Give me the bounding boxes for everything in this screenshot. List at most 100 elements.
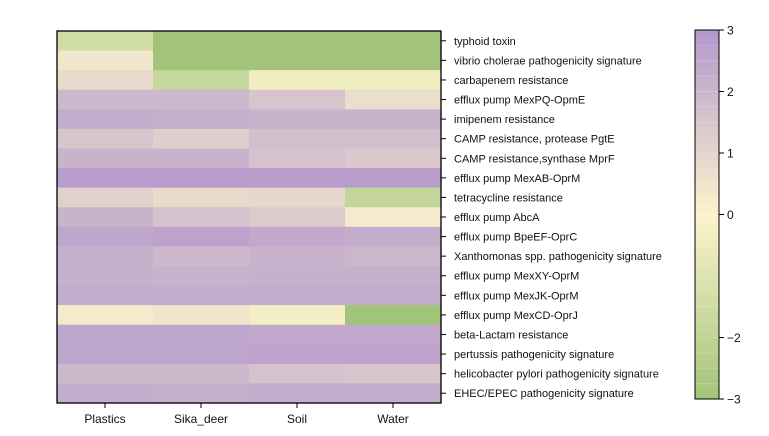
heatmap-cell <box>345 109 442 130</box>
heatmap-cell <box>153 226 250 247</box>
row-label: typhoid toxin <box>454 36 516 48</box>
heatmap-cell <box>345 344 442 365</box>
heatmap-cell <box>249 285 346 306</box>
heatmap-cell <box>249 265 346 287</box>
heatmap-cell <box>249 70 346 91</box>
heatmap-cell <box>57 168 154 189</box>
heatmap-cell <box>57 207 154 228</box>
heatmap-cell <box>345 89 442 110</box>
heatmap-cell <box>345 226 442 247</box>
heatmap-cell <box>345 128 442 150</box>
heatmap-cell <box>153 207 250 228</box>
column-label: Plastics <box>84 412 125 426</box>
heatmap-cell <box>345 285 442 306</box>
heatmap-cell <box>153 109 250 130</box>
heatmap-cell <box>153 363 250 385</box>
heatmap-cell <box>345 265 442 287</box>
row-label: efflux pump MexJK-OprM <box>454 290 579 302</box>
heatmap-cell <box>249 148 346 169</box>
heatmap-cell <box>345 148 442 169</box>
heatmap-cell <box>345 305 442 326</box>
heatmap-cell <box>249 363 346 385</box>
heatmap-cell <box>249 168 346 189</box>
row-label: efflux pump MexPQ-OpmE <box>454 95 585 107</box>
colorbar-tick-label: 0 <box>727 208 734 222</box>
heatmap-cell <box>153 324 250 345</box>
heatmap-cell <box>153 70 250 91</box>
row-label: Xanthomonas spp. pathogenicity signature <box>454 251 662 263</box>
heatmap-cell <box>57 148 154 169</box>
colorbar-tick-label: 1 <box>727 147 734 161</box>
heatmap-cell <box>249 89 346 110</box>
heatmap-cells <box>57 31 442 404</box>
row-label: vibrio cholerae pathogenicity signature <box>454 55 642 67</box>
heatmap-cell <box>153 305 250 326</box>
heatmap-cell <box>153 168 250 189</box>
heatmap-cell <box>153 383 250 404</box>
colorbar-tick-label: −2 <box>727 331 741 345</box>
heatmap-cell <box>153 148 250 169</box>
heatmap-cell <box>345 207 442 228</box>
heatmap-cell <box>153 128 250 150</box>
heatmap-cell <box>57 285 154 306</box>
heatmap-cell <box>57 324 154 345</box>
heatmap-cell <box>153 31 250 52</box>
row-label: tetracycline resistance <box>454 192 563 204</box>
heatmap-cell <box>57 89 154 110</box>
row-label: carbapenem resistance <box>454 75 568 87</box>
heatmap-cell <box>249 50 346 71</box>
heatmap-cell <box>345 31 442 52</box>
heatmap-cell <box>249 207 346 228</box>
row-label: pertussis pathogenicity signature <box>454 349 614 361</box>
heatmap-cell <box>249 383 346 404</box>
heatmap-cell <box>57 128 154 150</box>
heatmap-cell <box>57 109 154 130</box>
heatmap-cell <box>345 383 442 404</box>
heatmap-cell <box>153 50 250 71</box>
heatmap-cell <box>57 363 154 385</box>
heatmap-cell <box>57 187 154 208</box>
row-label: efflux pump MexCD-OprJ <box>454 310 578 322</box>
row-label: CAMP resistance, protease PgtE <box>454 134 615 146</box>
heatmap-cell <box>153 265 250 287</box>
heatmap-cell <box>249 246 346 267</box>
heatmap-cell <box>57 70 154 91</box>
row-label: CAMP resistance,synthase MprF <box>454 153 615 165</box>
column-label: Sika_deer <box>174 412 228 426</box>
heatmap-cell <box>57 50 154 71</box>
row-label: EHEC/EPEC pathogenicity signature <box>454 388 634 400</box>
heatmap-cell <box>57 305 154 326</box>
column-labels: Plastics Sika_deer Soil Water <box>84 403 409 426</box>
heatmap-cell <box>249 109 346 130</box>
heatmap-cell <box>345 187 442 208</box>
heatmap-cell <box>345 70 442 91</box>
heatmap-cell <box>57 246 154 267</box>
heatmap-cell <box>153 187 250 208</box>
colorbar-gradient <box>695 30 719 399</box>
heatmap-cell <box>153 89 250 110</box>
row-label: beta-Lactam resistance <box>454 329 568 341</box>
heatmap-cell <box>57 265 154 287</box>
row-label: helicobacter pylori pathogenicity signat… <box>454 369 659 381</box>
heatmap-cell <box>249 344 346 365</box>
heatmap-cell <box>57 31 154 52</box>
row-label: efflux pump MexAB-OprM <box>454 173 580 185</box>
column-label: Soil <box>287 412 307 426</box>
colorbar: 3 2 1 0 −2 −3 <box>694 24 741 407</box>
row-label: efflux pump BpeEF-OprC <box>454 232 577 244</box>
heatmap-cell <box>345 168 442 189</box>
heatmap-cell <box>249 305 346 326</box>
heatmap-cell <box>57 344 154 365</box>
heatmap-cell <box>249 187 346 208</box>
heatmap-cell <box>153 285 250 306</box>
heatmap-cell <box>249 128 346 150</box>
row-label: efflux pump MexXY-OprM <box>454 271 579 283</box>
colorbar-tick-label: −3 <box>727 393 741 407</box>
column-label: Water <box>377 412 409 426</box>
heatmap-cell <box>345 246 442 267</box>
heatmap-cell <box>57 383 154 404</box>
row-label: imipenem resistance <box>454 114 555 126</box>
heatmap-cell <box>345 50 442 71</box>
heatmap-cell <box>249 31 346 52</box>
